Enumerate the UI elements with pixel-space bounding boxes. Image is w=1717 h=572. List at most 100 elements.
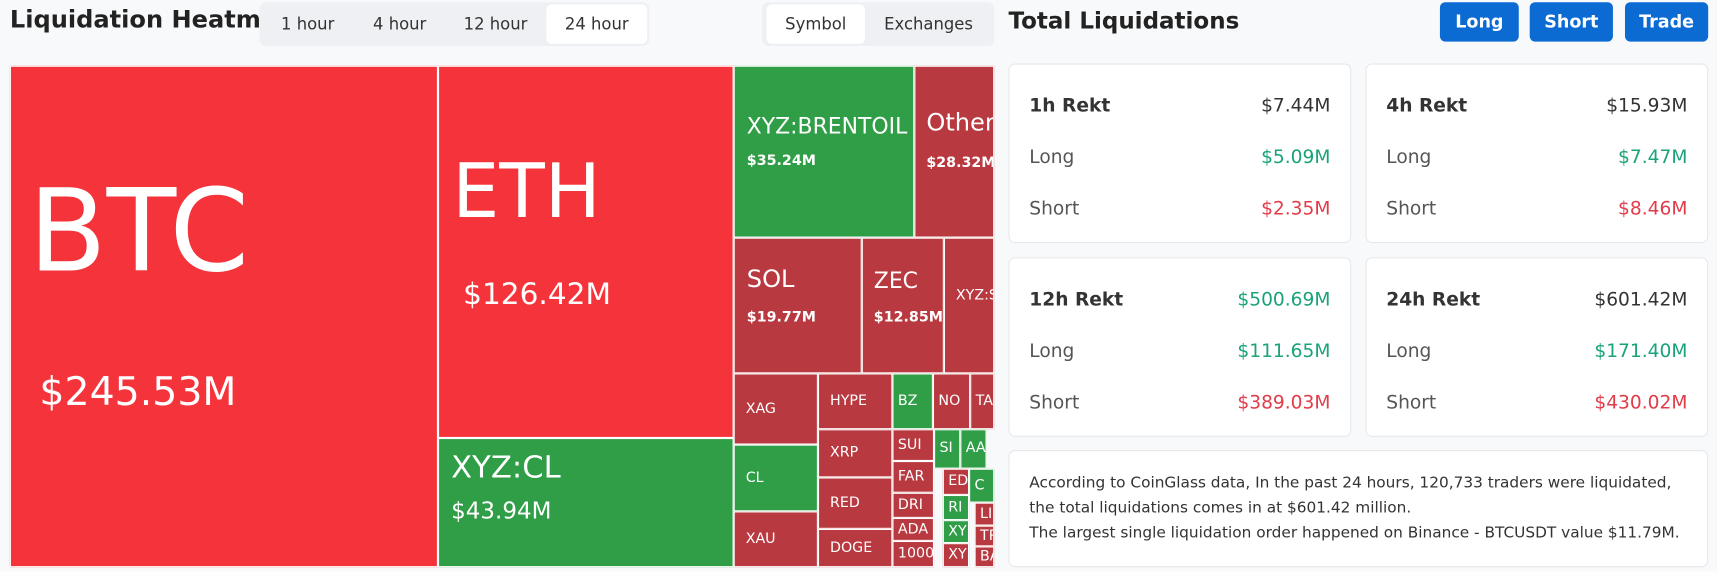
stat-label: Short bbox=[1386, 198, 1437, 221]
stat-label: 24h Rekt bbox=[1386, 289, 1481, 311]
stat-value: $601.42M bbox=[1594, 289, 1688, 311]
tile[interactable]: C bbox=[969, 468, 995, 503]
tile[interactable]: XYZ:BRENTOIL $35.24M bbox=[733, 65, 915, 238]
tile[interactable]: DRI bbox=[892, 492, 935, 518]
stat-value: $500.69M bbox=[1237, 289, 1331, 311]
stat-value: $389.03M bbox=[1237, 392, 1331, 414]
tile[interactable]: NO bbox=[932, 373, 971, 430]
action-button[interactable]: Trade bbox=[1624, 2, 1709, 42]
tile-symbol: ADA bbox=[897, 521, 929, 538]
summary-note: According to CoinGlass data, In the past… bbox=[1008, 450, 1709, 568]
tile[interactable]: XAU bbox=[733, 511, 818, 568]
tile[interactable]: SOL $19.77M bbox=[733, 237, 862, 374]
tile[interactable]: CL bbox=[733, 444, 818, 512]
tile-symbol: XYZ:S bbox=[955, 287, 995, 304]
tile[interactable]: DOGE bbox=[817, 528, 893, 568]
stat-label: 12h Rekt bbox=[1029, 289, 1124, 311]
stat-value: $171.40M bbox=[1594, 340, 1688, 363]
tile-symbol: TA bbox=[975, 393, 993, 410]
stat-card: 1h Rekt $7.44M Long $5.09M Short $2.35M bbox=[1008, 63, 1352, 244]
view-tab[interactable]: Exchanges bbox=[884, 14, 973, 34]
tile[interactable]: ADA bbox=[892, 517, 935, 541]
stat-label: Long bbox=[1386, 340, 1432, 363]
tile-symbol: 1000 bbox=[897, 545, 935, 562]
tile[interactable]: LI bbox=[974, 502, 995, 526]
tile-symbol: BTC bbox=[28, 164, 250, 298]
tile-symbol: XAG bbox=[745, 400, 776, 418]
stat-value: $7.47M bbox=[1618, 146, 1688, 169]
tile-value: $12.85M bbox=[873, 309, 943, 326]
stat-label: Long bbox=[1029, 146, 1075, 169]
tile[interactable]: RED bbox=[817, 477, 893, 529]
tile[interactable]: XYZ:CL $43.94M bbox=[438, 438, 734, 568]
tile[interactable]: HYPE bbox=[817, 373, 893, 430]
tile-symbol: RED bbox=[830, 494, 860, 512]
tile[interactable]: XRP bbox=[817, 429, 893, 478]
stat-value: $7.44M bbox=[1261, 95, 1331, 118]
stat-card: 4h Rekt $15.93M Long $7.47M Short $8.46M bbox=[1365, 63, 1709, 244]
stat-label: Short bbox=[1029, 392, 1080, 414]
tile-value: $43.94M bbox=[451, 497, 552, 524]
tile[interactable]: AA bbox=[960, 429, 987, 469]
time-tab[interactable]: 1 hour bbox=[281, 14, 335, 34]
tile-value: $126.42M bbox=[463, 277, 611, 312]
tile-value: $28.32M bbox=[926, 154, 995, 172]
tile-symbol: BA bbox=[980, 548, 993, 566]
tile-symbol: XYZ:CL bbox=[451, 448, 561, 486]
tile-value: $19.77M bbox=[746, 309, 816, 326]
tile-symbol: NO bbox=[938, 393, 961, 410]
stat-value: $8.46M bbox=[1618, 198, 1688, 221]
heatmap-title: Liquidation Heatmap bbox=[9, 6, 295, 34]
time-tab[interactable]: 12 hour bbox=[463, 14, 528, 34]
tile[interactable]: Other $28.32M bbox=[914, 65, 995, 238]
tile[interactable]: SUI bbox=[892, 429, 935, 461]
action-button[interactable]: Short bbox=[1529, 2, 1613, 42]
tile[interactable]: XAG bbox=[733, 373, 818, 445]
tile-symbol: ZEC bbox=[873, 267, 918, 294]
action-button[interactable]: Long bbox=[1439, 2, 1519, 42]
tile-symbol: XAU bbox=[745, 531, 776, 548]
tile[interactable]: FAR bbox=[892, 460, 935, 493]
note-line: According to CoinGlass data, In the past… bbox=[1029, 474, 1672, 517]
tile-symbol: SI bbox=[939, 440, 953, 457]
stat-value: $2.35M bbox=[1261, 198, 1331, 221]
tile-symbol: DRI bbox=[897, 497, 923, 514]
tile[interactable]: RI bbox=[942, 494, 970, 521]
stat-label: 1h Rekt bbox=[1029, 95, 1111, 118]
time-tab[interactable]: 4 hour bbox=[373, 14, 427, 34]
view-tab[interactable]: Symbol bbox=[766, 4, 866, 44]
tile[interactable]: TA bbox=[970, 373, 995, 430]
stat-value: $111.65M bbox=[1237, 340, 1331, 363]
tile-symbol: RI bbox=[948, 499, 963, 516]
tile-symbol: LI bbox=[980, 505, 993, 523]
tile[interactable]: BZ bbox=[892, 373, 933, 430]
tile[interactable]: XY bbox=[942, 543, 970, 568]
totals-title: Total Liquidations bbox=[1008, 7, 1240, 34]
tile[interactable]: TR bbox=[974, 525, 995, 547]
tile[interactable]: SI bbox=[934, 429, 961, 469]
tile[interactable]: ED bbox=[942, 468, 970, 495]
stat-label: Long bbox=[1029, 340, 1075, 363]
tile[interactable]: BTC $245.53M bbox=[9, 65, 438, 568]
tile[interactable]: XY bbox=[942, 520, 970, 544]
time-tab[interactable]: 24 hour bbox=[546, 4, 648, 44]
stat-card: 12h Rekt $500.69M Long $111.65M Short $389.03… bbox=[1008, 257, 1352, 437]
tile-symbol: AA bbox=[965, 440, 986, 457]
tile-symbol: TR bbox=[980, 527, 993, 545]
stat-value: $430.02M bbox=[1594, 392, 1688, 414]
tile-symbol: XY bbox=[948, 546, 967, 563]
tile-symbol: FAR bbox=[897, 468, 925, 486]
tile-symbol: BZ bbox=[897, 393, 918, 410]
stat-value: $15.93M bbox=[1606, 95, 1688, 118]
tile[interactable]: BA bbox=[974, 546, 995, 568]
tile[interactable]: ZEC $12.85M bbox=[861, 237, 944, 374]
tile[interactable]: XYZ:S bbox=[943, 237, 995, 374]
stat-label: 4h Rekt bbox=[1386, 95, 1468, 118]
stat-label: Short bbox=[1386, 392, 1437, 414]
tile-symbol: C bbox=[974, 477, 985, 494]
tile[interactable]: 1000 bbox=[892, 540, 935, 568]
tile-symbol: XY bbox=[948, 523, 967, 540]
tile[interactable]: ETH $126.42M bbox=[438, 65, 734, 438]
stat-card: 24h Rekt $601.42M Long $171.40M Short $430.02… bbox=[1365, 257, 1709, 437]
